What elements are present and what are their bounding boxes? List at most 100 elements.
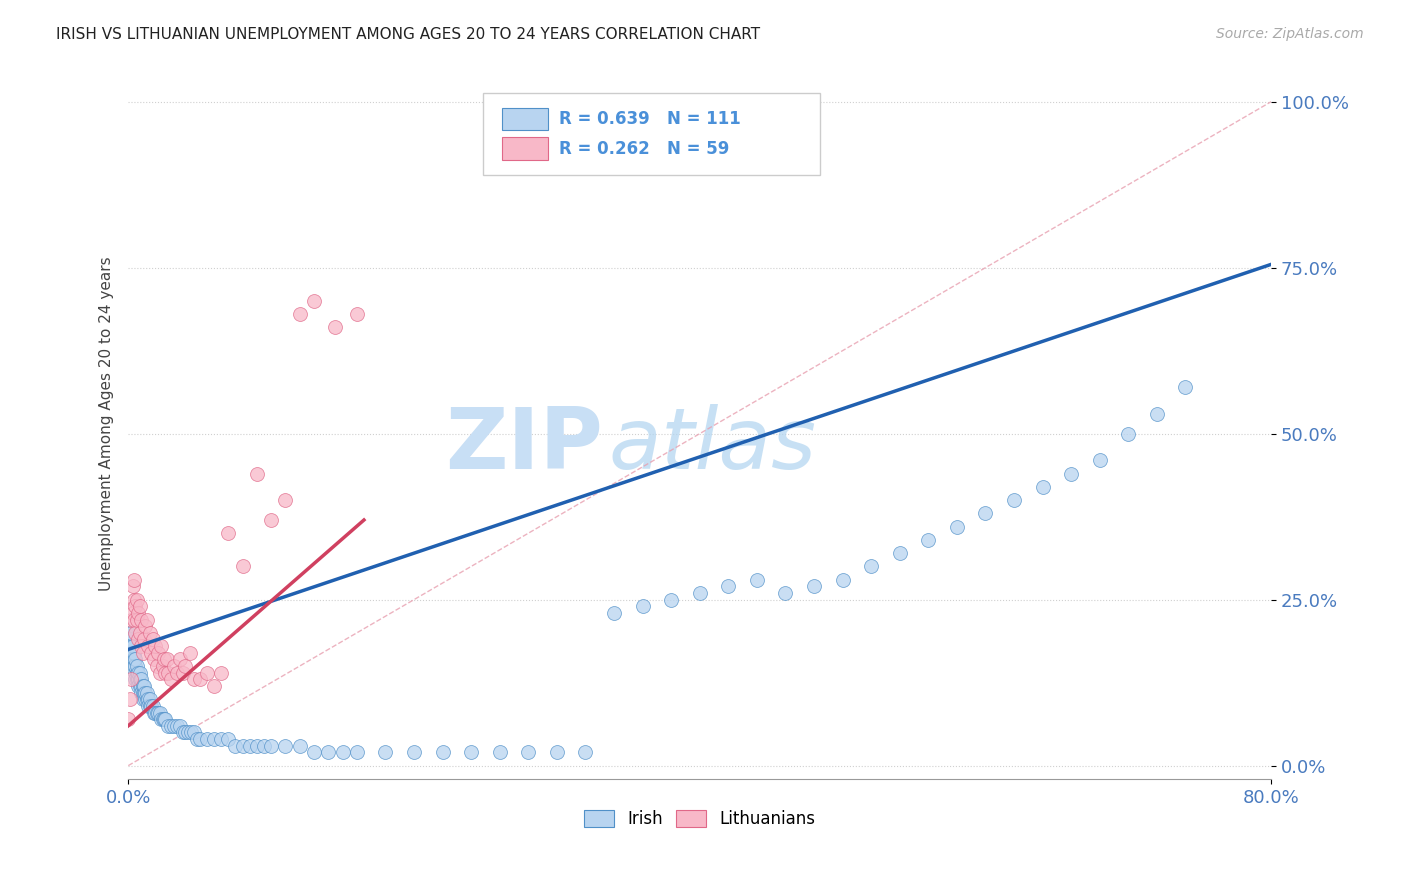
Point xyxy=(143,652,166,666)
Point xyxy=(131,679,153,693)
Point xyxy=(131,685,153,699)
Point xyxy=(183,673,205,687)
Point xyxy=(122,652,145,666)
Point xyxy=(163,719,186,733)
Point xyxy=(152,712,174,726)
Point xyxy=(160,673,183,687)
Point xyxy=(121,639,143,653)
Point xyxy=(169,652,191,666)
Point xyxy=(124,652,146,666)
Text: IRISH VS LITHUANIAN UNEMPLOYMENT AMONG AGES 20 TO 24 YEARS CORRELATION CHART: IRISH VS LITHUANIAN UNEMPLOYMENT AMONG A… xyxy=(56,27,761,42)
Point xyxy=(659,592,682,607)
Point xyxy=(135,613,157,627)
Point xyxy=(121,646,143,660)
Point xyxy=(517,745,540,759)
Point xyxy=(134,619,156,633)
Point xyxy=(124,665,146,680)
Point xyxy=(150,712,173,726)
Point xyxy=(120,639,142,653)
Point xyxy=(432,745,454,759)
Point xyxy=(889,546,911,560)
Point xyxy=(125,659,148,673)
Point xyxy=(124,659,146,673)
Point xyxy=(325,320,347,334)
Point xyxy=(118,632,141,647)
Point xyxy=(172,665,194,680)
Point xyxy=(260,513,283,527)
Point xyxy=(239,739,262,753)
Text: ZIP: ZIP xyxy=(444,403,603,486)
Point xyxy=(129,639,152,653)
Point xyxy=(153,652,176,666)
Point xyxy=(136,639,159,653)
Point xyxy=(156,652,179,666)
Point xyxy=(155,665,177,680)
Point xyxy=(174,659,197,673)
Point xyxy=(1116,426,1139,441)
Point xyxy=(150,639,173,653)
Point xyxy=(138,692,160,706)
Point xyxy=(118,646,141,660)
Point xyxy=(831,573,853,587)
Point xyxy=(122,646,145,660)
Point xyxy=(125,613,148,627)
Point xyxy=(775,586,797,600)
Text: R = 0.639   N = 111: R = 0.639 N = 111 xyxy=(560,110,741,128)
Point xyxy=(1031,480,1053,494)
Point xyxy=(188,732,211,747)
Point xyxy=(135,692,157,706)
Point xyxy=(169,719,191,733)
Point xyxy=(124,599,146,614)
Point xyxy=(316,745,339,759)
Point xyxy=(127,679,149,693)
Point xyxy=(1146,407,1168,421)
Point xyxy=(146,659,169,673)
Point xyxy=(332,745,354,759)
Point xyxy=(745,573,768,587)
Point xyxy=(166,719,188,733)
Point xyxy=(146,706,169,720)
Point xyxy=(139,698,162,713)
Point xyxy=(374,745,396,759)
Point xyxy=(149,665,172,680)
Point xyxy=(145,706,167,720)
Point xyxy=(136,692,159,706)
Point xyxy=(488,745,510,759)
Point xyxy=(117,639,139,653)
Point xyxy=(127,673,149,687)
Point xyxy=(180,725,202,739)
Point xyxy=(946,519,969,533)
Point xyxy=(163,659,186,673)
Point xyxy=(174,725,197,739)
Point xyxy=(132,685,155,699)
Point xyxy=(120,646,142,660)
Point xyxy=(402,745,425,759)
Point xyxy=(689,586,711,600)
Point xyxy=(132,632,155,647)
Point xyxy=(231,739,253,753)
Point xyxy=(136,698,159,713)
Point xyxy=(141,632,163,647)
Point xyxy=(134,685,156,699)
Point xyxy=(121,579,143,593)
Point xyxy=(132,679,155,693)
Point xyxy=(179,646,201,660)
Point xyxy=(120,625,142,640)
Point xyxy=(202,679,225,693)
Point xyxy=(122,592,145,607)
Point xyxy=(131,692,153,706)
Point xyxy=(117,625,139,640)
Point xyxy=(153,712,176,726)
Point xyxy=(188,673,211,687)
Point xyxy=(149,706,172,720)
Point xyxy=(157,719,180,733)
Point xyxy=(274,739,297,753)
Point xyxy=(288,307,311,321)
Point xyxy=(803,579,825,593)
FancyBboxPatch shape xyxy=(502,108,548,130)
Point xyxy=(177,725,200,739)
Point xyxy=(460,745,482,759)
Point xyxy=(143,706,166,720)
Point xyxy=(974,507,997,521)
Point xyxy=(118,692,141,706)
